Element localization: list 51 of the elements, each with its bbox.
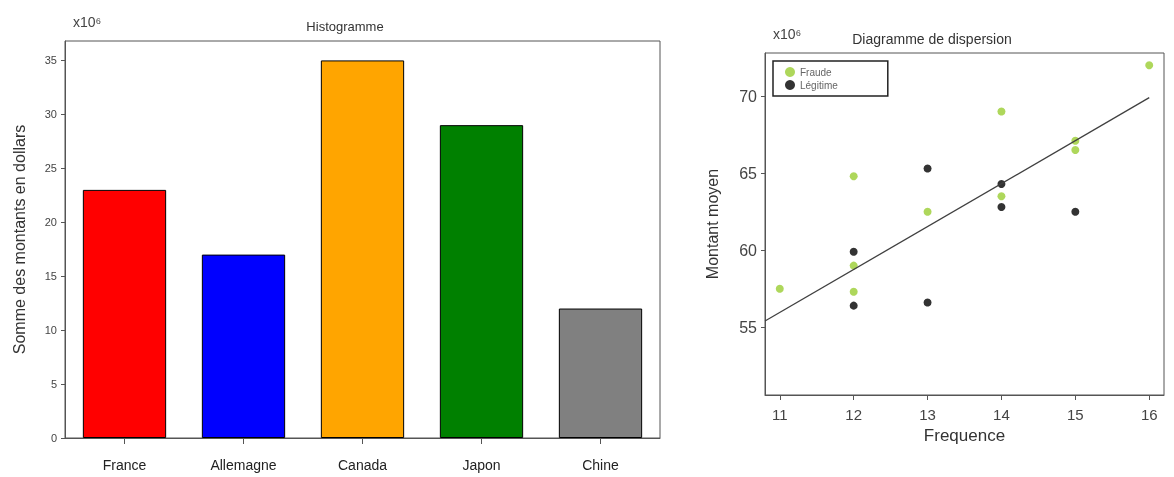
y-tick-label: 20 [44, 216, 57, 229]
legend-label: Légitime [800, 79, 839, 91]
y-tick-label: 70 [739, 87, 758, 105]
x-axis-title: Frequence [923, 425, 1006, 445]
chart-title: Histogramme [306, 19, 384, 34]
y-tick-label: 35 [44, 54, 57, 67]
bar [201, 254, 286, 438]
y-tick-label: 30 [44, 108, 57, 121]
x-tick-label: 14 [993, 406, 1010, 423]
point [997, 192, 1006, 201]
point [775, 284, 784, 293]
point [1145, 61, 1154, 70]
bar [320, 60, 405, 438]
x-tick-label: France [102, 457, 147, 473]
y-tick-label: 15 [44, 270, 57, 283]
y-tick-label: 5 [50, 378, 57, 391]
bar [439, 125, 524, 438]
y-tick-label: 0 [50, 432, 57, 444]
x-tick-label: 13 [919, 406, 936, 423]
y-tick-label: 25 [44, 162, 57, 175]
point [997, 107, 1006, 116]
point [1071, 146, 1080, 155]
y-tick-label: 65 [739, 164, 758, 182]
x-tick-label: Canada [337, 457, 388, 473]
x-tick-label: 12 [845, 406, 863, 423]
y-tick-label: 55 [739, 318, 758, 336]
x-tick-label: Chine [582, 457, 619, 473]
bar [558, 308, 643, 438]
text: x10⁶ [73, 14, 102, 30]
y-axis-title: Somme des montants en dollars [10, 124, 28, 355]
x-tick-label: Allemagne [210, 457, 277, 473]
point [997, 203, 1006, 212]
y-tick-label: 10 [44, 324, 57, 337]
point [923, 207, 932, 216]
x-tick-label: 15 [1066, 406, 1084, 423]
text: x10⁶ [773, 26, 802, 42]
y-axis-title: Montant moyen [703, 168, 721, 280]
point [849, 247, 858, 256]
x-tick-label: Japon [462, 457, 501, 473]
point [849, 287, 858, 296]
x-tick-label: 16 [1140, 406, 1158, 423]
legend-label: Fraude [800, 66, 833, 78]
point [1071, 207, 1080, 216]
point [923, 298, 932, 307]
x-tick-label: 11 [771, 406, 788, 423]
y-tick-label: 60 [739, 241, 758, 259]
point [849, 301, 858, 310]
chart-title: Diagramme de dispersion [852, 31, 1012, 47]
point [849, 172, 858, 181]
bar [82, 189, 167, 438]
point [923, 164, 932, 173]
